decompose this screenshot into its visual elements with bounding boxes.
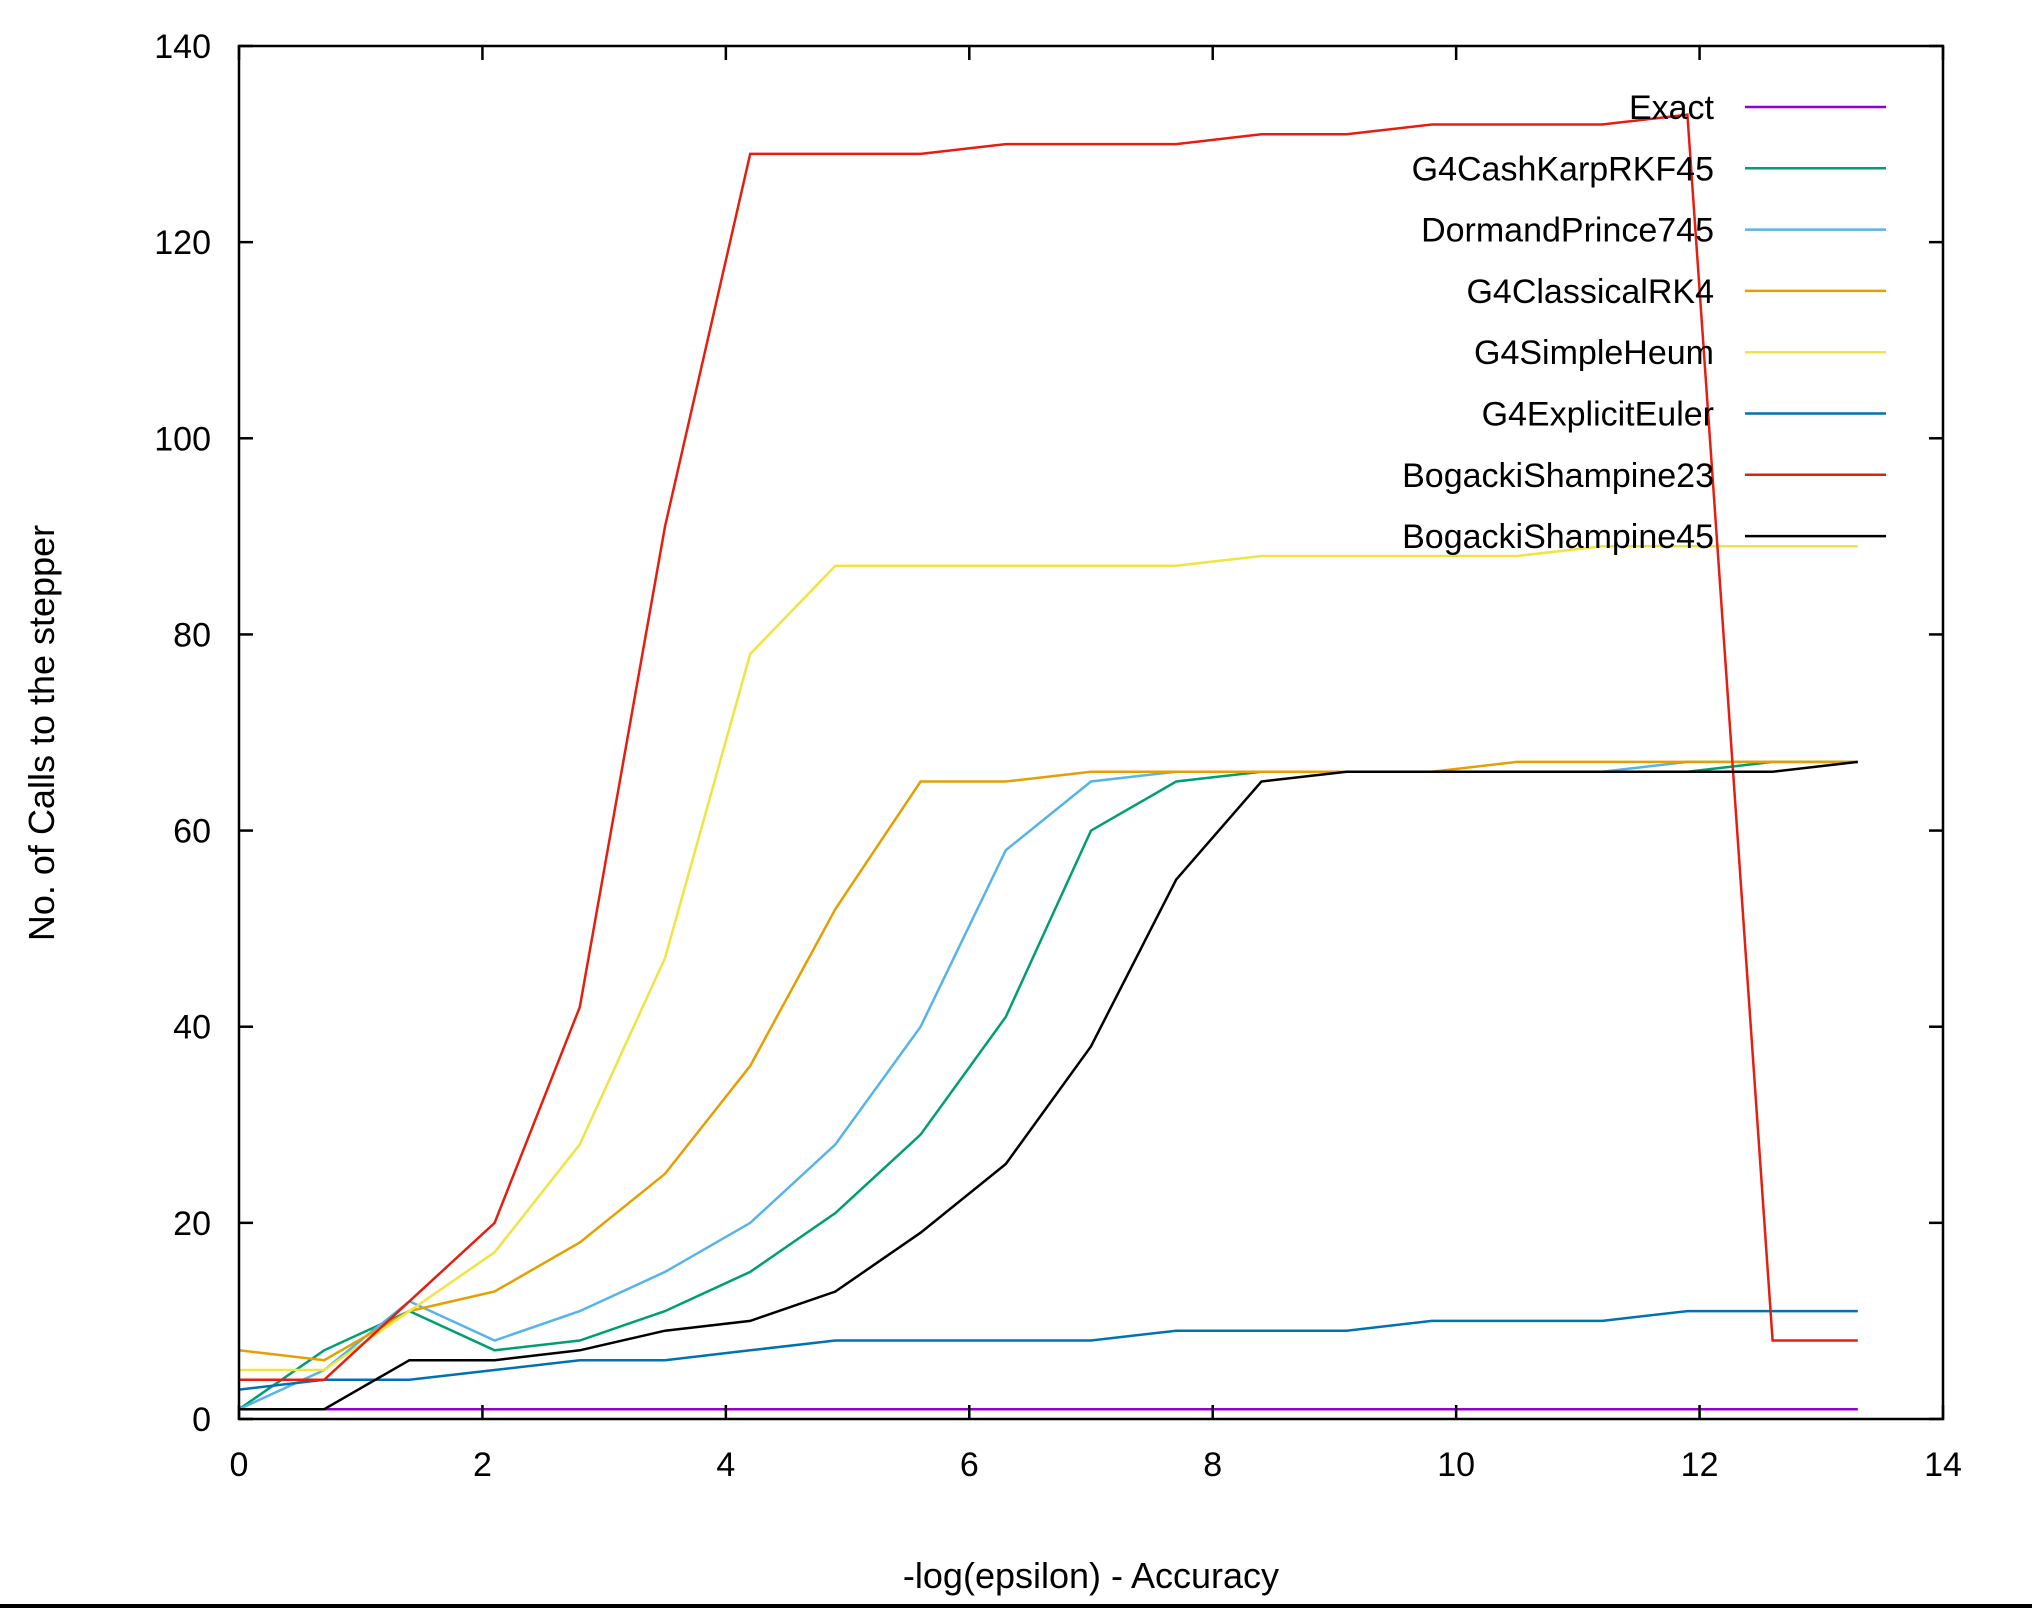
series-line-dormandprince745 [238,760,1858,1411]
legend-label-g4classicalrk4: G4ClassicalRK4 [1466,273,1714,311]
y-tick-label: 80 [173,616,211,654]
x-tick-label: 10 [1437,1446,1475,1484]
y-tick-label: 0 [192,1401,211,1439]
series-line-bogackishampine45 [239,760,1858,1411]
x-tick-label: 0 [230,1446,249,1484]
y-tick-label: 120 [154,224,211,262]
x-tick-label: 8 [1203,1446,1222,1484]
y-tick-label: 60 [173,813,211,851]
legend-label-bogackishampine45: BogackiShampine45 [1402,518,1714,556]
legend-label-g4cashkarprkf45: G4CashKarpRKF45 [1412,150,1714,188]
bottom-rule [0,1604,2032,1608]
x-tick-label: 14 [1924,1446,1962,1484]
y-tick-label: 100 [154,420,211,458]
legend-label-exact: Exact [1629,89,1715,127]
x-tick-label: 12 [1681,1446,1719,1484]
x-tick-label: 2 [473,1446,492,1484]
plot-frame [237,44,1945,1421]
x-axis-label: -log(epsilon) - Accuracy [903,1555,1279,1596]
series-line-g4classicalrk4 [238,760,1858,1362]
legend: Exact G4CashKarpRKF45 DormandPrince745 G4Cl… [1402,89,1886,556]
y-tick-label: 20 [173,1205,211,1243]
y-tick-label: 140 [154,28,211,66]
legend-label-g4expliciteuler: G4ExplicitEuler [1482,396,1714,434]
series-line-g4simpleheum [239,544,1858,1372]
series-line-g4cashkarprkf45 [238,760,1858,1411]
series-line-g4expliciteuler [238,1309,1858,1391]
series-layer [238,113,1858,1411]
legend-label-dormandprince745: DormandPrince745 [1421,212,1714,250]
legend-label-g4simpleheum: G4SimpleHeum [1474,334,1714,372]
x-tick-label: 6 [960,1446,979,1484]
series-line-bogackishampine23 [239,113,1858,1382]
y-axis-label: No. of Calls to the stepper [21,525,62,941]
legend-label-bogackishampine23: BogackiShampine23 [1402,457,1714,495]
y-tick-label: 40 [173,1009,211,1047]
x-tick-label: 4 [716,1446,735,1484]
